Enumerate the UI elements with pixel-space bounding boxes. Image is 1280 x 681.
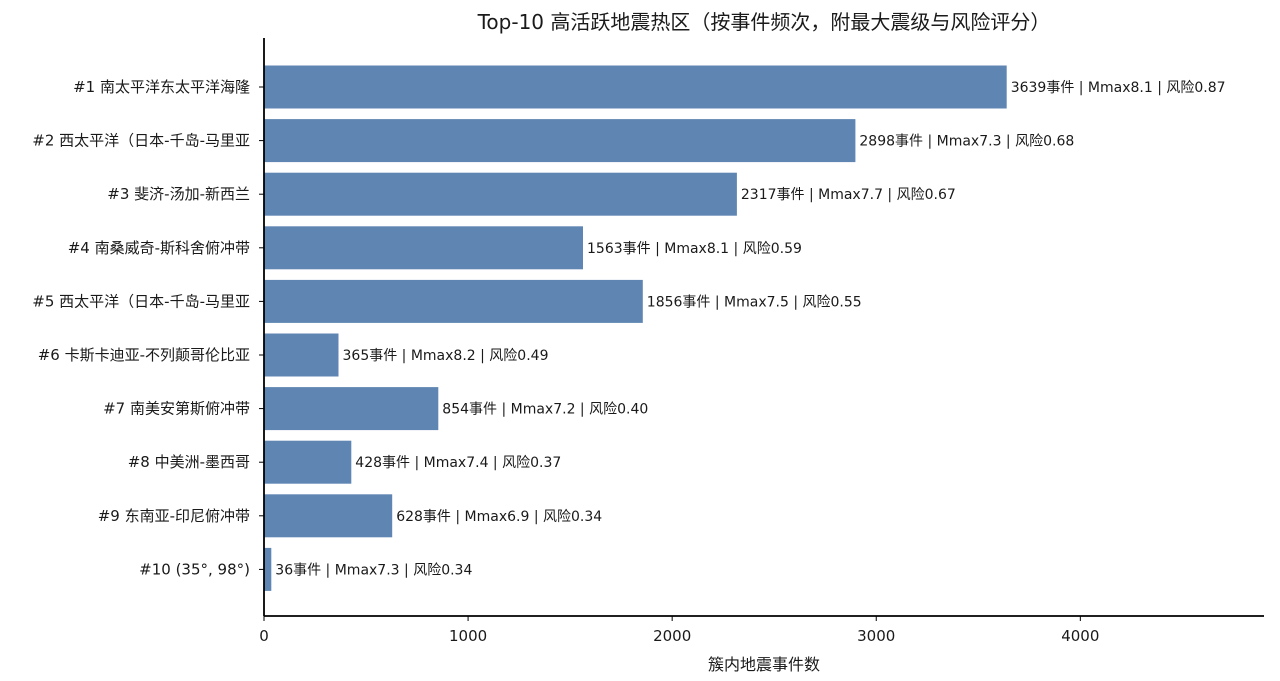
data-label-6: 365事件 | Mmax8.2 | 风险0.49 [343,348,549,364]
x-tick-label-4000: 4000 [1061,627,1099,645]
bar-5 [264,279,643,323]
axes-layer: 0 1000 2000 3000 4000 [259,38,1264,645]
data-label-10: 36事件 | Mmax7.3 | 风险0.34 [275,562,472,578]
y-tick-label-8: #8 中美洲-墨西哥 [128,453,250,471]
data-label-1: 3639事件 | Mmax8.1 | 风险0.87 [1011,80,1226,96]
x-tick-label-3000: 3000 [857,627,895,645]
bar-9 [264,494,393,538]
bar-3 [264,172,737,216]
y-tick-label-4: #4 南桑威奇-斯科舍俯冲带 [68,239,250,257]
x-axis-title: 簇内地震事件数 [708,655,820,674]
x-tick-label-0: 0 [259,627,269,645]
data-label-5: 1856事件 | Mmax7.5 | 风险0.55 [647,294,862,310]
bar-8 [264,440,352,484]
bar-6 [264,333,339,377]
data-label-3: 2317事件 | Mmax7.7 | 风险0.67 [741,187,956,203]
bar-2 [264,119,856,163]
bars-layer [264,65,1007,591]
y-tick-label-1: #1 南太平洋东太平洋海隆 [73,78,250,96]
data-label-4: 1563事件 | Mmax8.1 | 风险0.59 [587,241,802,257]
x-tick-label-2000: 2000 [653,627,691,645]
chart-title: Top-10 高活跃地震热区（按事件频次，附最大震级与风险评分） [477,10,1051,34]
data-label-8: 428事件 | Mmax7.4 | 风险0.37 [355,455,561,471]
y-tick-label-2: #2 西太平洋（日本-千岛-马里亚 [32,132,250,150]
bar-10 [264,547,272,591]
y-tick-label-5: #5 西太平洋（日本-千岛-马里亚 [32,292,250,310]
y-tick-label-6: #6 卡斯卡迪亚-不列颠哥伦比亚 [38,346,250,364]
bar-4 [264,226,583,270]
y-tick-label-9: #9 东南亚-印尼俯冲带 [98,507,250,525]
y-tick-label-7: #7 南美安第斯俯冲带 [103,400,250,418]
y-tick-label-10: #10 (35°, 98°) [139,560,250,578]
y-tick-label-3: #3 斐济-汤加-新西兰 [107,185,250,203]
bar-7 [264,387,439,431]
x-tick-label-1000: 1000 [449,627,487,645]
bar-1 [264,65,1007,109]
labels-layer: #1 南太平洋东太平洋海隆 3639事件 | Mmax8.1 | 风险0.87 #2… [32,78,1225,578]
data-label-9: 628事件 | Mmax6.9 | 风险0.34 [396,509,602,525]
data-label-2: 2898事件 | Mmax7.3 | 风险0.68 [859,134,1074,150]
data-label-7: 854事件 | Mmax7.2 | 风险0.40 [442,402,648,418]
